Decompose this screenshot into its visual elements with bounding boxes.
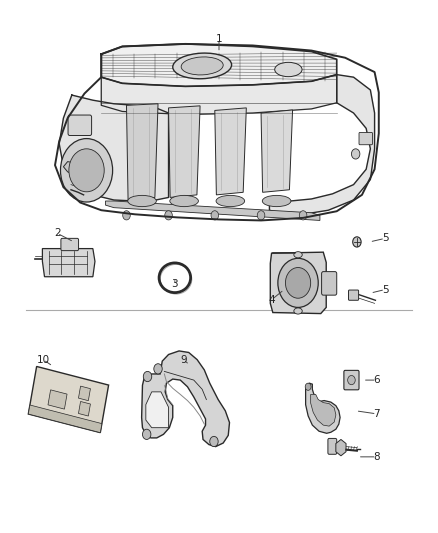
Circle shape [60, 139, 113, 202]
Circle shape [210, 437, 218, 447]
Ellipse shape [275, 62, 302, 77]
Ellipse shape [173, 53, 232, 79]
Polygon shape [59, 95, 169, 201]
Polygon shape [270, 252, 326, 313]
Polygon shape [42, 248, 95, 277]
Circle shape [257, 211, 265, 220]
Polygon shape [106, 201, 320, 221]
Circle shape [154, 364, 162, 374]
Polygon shape [311, 394, 336, 426]
FancyBboxPatch shape [321, 272, 337, 295]
Polygon shape [261, 110, 293, 192]
Polygon shape [101, 44, 337, 86]
Ellipse shape [170, 196, 198, 207]
FancyBboxPatch shape [328, 439, 337, 454]
Circle shape [348, 375, 355, 385]
Circle shape [353, 237, 361, 247]
Text: 2: 2 [54, 228, 60, 238]
Text: 3: 3 [172, 279, 178, 289]
Polygon shape [269, 75, 374, 214]
Ellipse shape [181, 57, 223, 75]
Circle shape [142, 429, 151, 439]
Circle shape [351, 149, 360, 159]
FancyBboxPatch shape [61, 238, 78, 251]
Polygon shape [78, 401, 90, 416]
Circle shape [299, 211, 307, 220]
FancyBboxPatch shape [359, 132, 372, 145]
Circle shape [143, 372, 152, 382]
Polygon shape [64, 161, 88, 175]
Ellipse shape [262, 196, 291, 207]
Polygon shape [127, 104, 158, 200]
Polygon shape [146, 392, 169, 427]
Circle shape [69, 149, 104, 192]
Circle shape [305, 383, 311, 390]
Text: 4: 4 [268, 295, 275, 305]
Polygon shape [28, 367, 109, 433]
Circle shape [286, 268, 311, 298]
Polygon shape [28, 405, 102, 433]
FancyBboxPatch shape [344, 370, 359, 390]
Text: 7: 7 [373, 409, 380, 419]
Polygon shape [48, 390, 67, 409]
Ellipse shape [216, 196, 245, 207]
Ellipse shape [294, 252, 302, 258]
Ellipse shape [128, 196, 156, 207]
Text: 5: 5 [382, 285, 389, 295]
FancyBboxPatch shape [349, 290, 359, 300]
Polygon shape [306, 383, 340, 433]
Text: 10: 10 [37, 354, 50, 365]
Polygon shape [169, 106, 200, 197]
Polygon shape [78, 386, 90, 401]
Text: 5: 5 [382, 233, 389, 244]
Circle shape [278, 259, 318, 308]
Text: 6: 6 [373, 375, 380, 385]
FancyBboxPatch shape [68, 115, 92, 135]
Polygon shape [215, 108, 246, 195]
Polygon shape [141, 351, 230, 447]
Circle shape [211, 211, 219, 220]
Ellipse shape [294, 308, 302, 314]
Polygon shape [336, 439, 346, 456]
Circle shape [123, 211, 130, 220]
Circle shape [165, 211, 172, 220]
Polygon shape [101, 75, 337, 115]
Text: 1: 1 [215, 34, 223, 44]
Text: 8: 8 [373, 452, 380, 462]
Text: 9: 9 [180, 354, 187, 365]
